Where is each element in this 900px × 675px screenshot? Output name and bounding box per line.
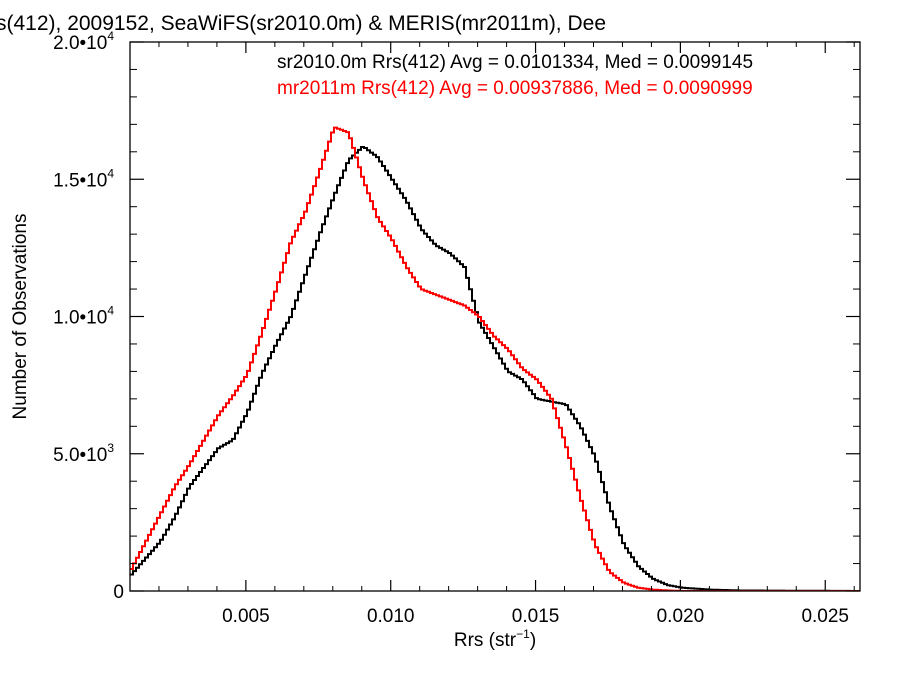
x-tick-label: 0.010	[367, 606, 415, 627]
x-axis-label-close: )	[530, 630, 536, 651]
legend-entry: sr2010.0m Rrs(412) Avg = 0.0101334, Med …	[277, 52, 753, 73]
y-tick-mantissa: 1.0•10	[53, 308, 107, 329]
y-tick-mantissa: 1.5•10	[53, 170, 107, 191]
legend: sr2010.0m Rrs(412) Avg = 0.0101334, Med …	[277, 52, 753, 99]
y-tick-label: 5.0•103	[53, 441, 114, 466]
x-axis-ticks: 0.005 0.010 0.015 0.020 0.025	[158, 42, 855, 627]
y-tick-label: 1.0•104	[53, 304, 114, 329]
y-tick-exponent: 3	[107, 441, 114, 455]
plot-area	[130, 126, 860, 591]
x-tick-label: 0.015	[512, 606, 560, 627]
x-axis-label: Rrs (str	[454, 630, 517, 651]
y-tick-label: 2.0•104	[53, 29, 114, 54]
x-tick-label: 0.025	[801, 606, 849, 627]
series-line-sr2010	[130, 146, 860, 591]
x-axis-title: Rrs (str−1)	[454, 627, 536, 651]
y-tick-mantissa: 0	[113, 582, 124, 603]
x-axis-label-exponent: −1	[516, 627, 530, 641]
x-tick-label: 0.020	[657, 606, 705, 627]
series-line-mr2011m	[130, 126, 860, 591]
y-tick-label: 1.5•104	[53, 166, 114, 191]
y-tick-exponent: 4	[107, 304, 114, 318]
y-tick-mantissa: 5.0•10	[53, 445, 107, 466]
y-tick-exponent: 4	[107, 166, 114, 180]
y-tick-label: 0	[113, 582, 124, 603]
chart-title: s(412), 2009152, SeaWiFS(sr2010.0m) & ME…	[0, 12, 606, 35]
y-tick-exponent: 4	[107, 29, 114, 43]
x-tick-label: 0.005	[222, 606, 270, 627]
plot-frame	[129, 41, 861, 592]
y-axis-title: Number of Observations	[10, 214, 31, 420]
legend-entry: mr2011m Rrs(412) Avg = 0.00937886, Med =…	[277, 78, 753, 99]
y-tick-mantissa: 2.0•10	[53, 33, 107, 54]
